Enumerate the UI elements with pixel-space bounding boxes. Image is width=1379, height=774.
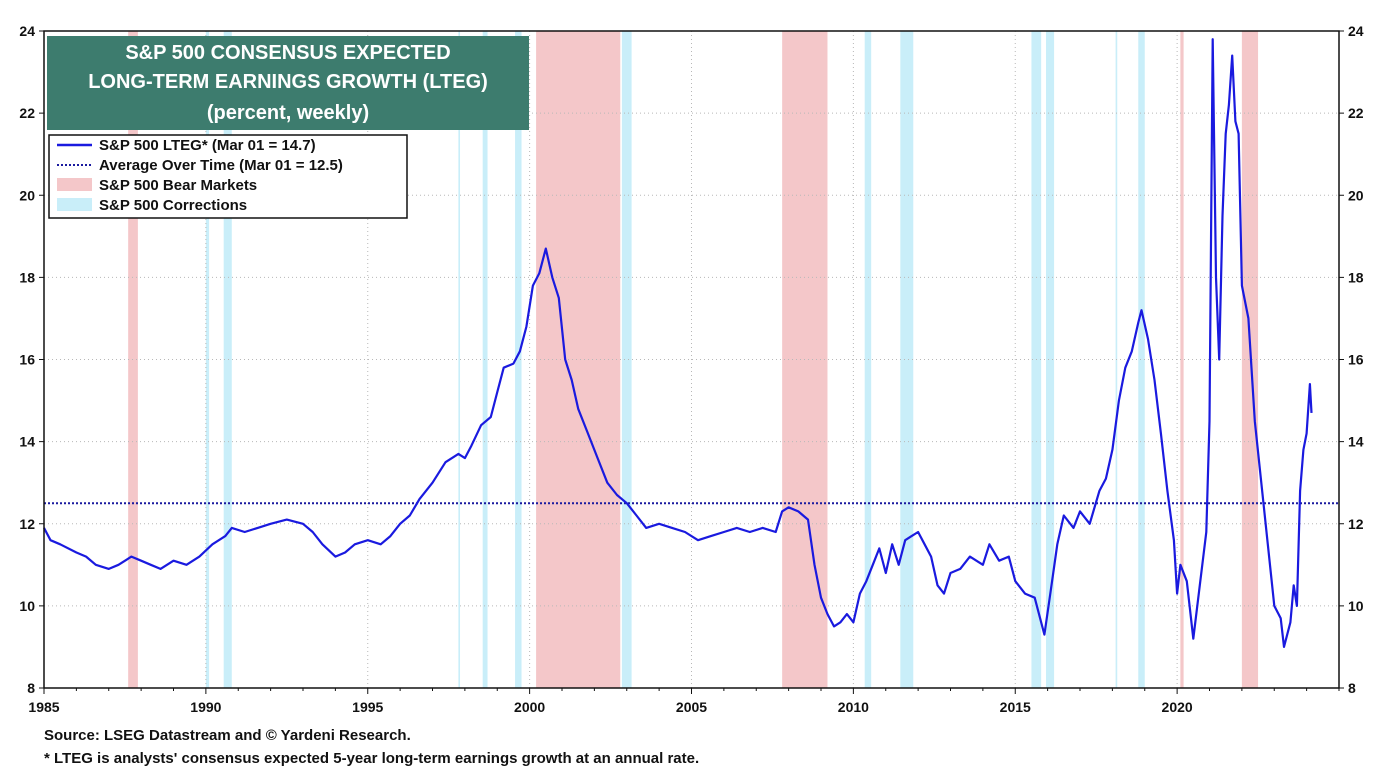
y-tick-label-left-8: 8: [27, 680, 35, 696]
y-tick-label-left-22: 22: [19, 105, 35, 121]
correction-band-11: [1138, 31, 1145, 688]
x-tick-label-2015: 2015: [1000, 699, 1031, 715]
x-tick-label-1985: 1985: [28, 699, 59, 715]
y-tick-label-right-22: 22: [1348, 105, 1364, 121]
lteg-footnote: * LTEG is analysts' consensus expected 5…: [44, 750, 700, 767]
chart-title-line-2: LONG-TERM EARNINGS GROWTH (LTEG): [88, 71, 488, 93]
x-tick-label-2020: 2020: [1162, 699, 1193, 715]
legend-bear-label: S&P 500 Bear Markets: [99, 177, 257, 194]
y-tick-label-right-16: 16: [1348, 352, 1364, 368]
chart-title-line-1: S&P 500 CONSENSUS EXPECTED: [125, 42, 450, 64]
y-tick-label-left-20: 20: [19, 187, 35, 203]
y-tick-label-right-18: 18: [1348, 269, 1364, 285]
y-tick-label-left-16: 16: [19, 352, 35, 368]
legend-correction-swatch: [57, 198, 92, 211]
y-tick-label-left-12: 12: [19, 516, 35, 532]
y-tick-label-left-24: 24: [19, 23, 35, 39]
correction-band-5: [621, 31, 632, 688]
legend-average-label: Average Over Time (Mar 01 = 12.5): [99, 157, 343, 174]
correction-band-3: [482, 31, 488, 688]
y-tick-label-right-8: 8: [1348, 680, 1356, 696]
lteg-series-line-0: [43, 38, 1313, 648]
x-tick-label-1990: 1990: [190, 699, 221, 715]
x-tick-label-2005: 2005: [676, 699, 707, 715]
correction-band-4: [515, 31, 522, 688]
x-tick-label-2000: 2000: [514, 699, 545, 715]
legend-correction-label: S&P 500 Corrections: [99, 197, 247, 214]
y-tick-label-left-10: 10: [19, 598, 35, 614]
correction-band-9: [1046, 31, 1055, 688]
x-tick-label-2010: 2010: [838, 699, 869, 715]
series-layer: [43, 38, 1313, 648]
legend-frame: [48, 134, 408, 219]
bear-market-band-0: [128, 31, 138, 688]
correction-band-7: [900, 31, 914, 688]
y-tick-label-left-14: 14: [19, 434, 35, 450]
source-note: Source: LSEG Datastream and © Yardeni Re…: [44, 727, 411, 744]
correction-band-2: [458, 31, 461, 688]
chart-title-box: S&P 500 CONSENSUS EXPECTED LONG-TERM EAR…: [47, 36, 529, 130]
legend-bear-swatch: [57, 178, 92, 191]
y-tick-label-right-24: 24: [1348, 23, 1364, 39]
bear-market-band-3: [1180, 31, 1184, 688]
y-tick-label-right-20: 20: [1348, 187, 1364, 203]
chart-title-line-3: (percent, weekly): [207, 102, 369, 124]
correction-band-0: [205, 31, 210, 688]
y-tick-label-right-12: 12: [1348, 516, 1364, 532]
y-tick-label-right-14: 14: [1348, 434, 1364, 450]
title-background: [47, 36, 529, 130]
y-tick-label-right-10: 10: [1348, 598, 1364, 614]
correction-band-1: [223, 31, 232, 688]
y-tick-label-left-18: 18: [19, 269, 35, 285]
correction-band-6: [864, 31, 872, 688]
shading-layer: [128, 31, 1259, 688]
legend: S&P 500 LTEG* (Mar 01 = 14.7) Average Ov…: [48, 134, 408, 219]
bear-market-band-1: [536, 31, 621, 688]
legend-lteg-label: S&P 500 LTEG* (Mar 01 = 14.7): [99, 137, 316, 154]
grid-layer: [44, 31, 1339, 688]
x-tick-label-1995: 1995: [352, 699, 383, 715]
